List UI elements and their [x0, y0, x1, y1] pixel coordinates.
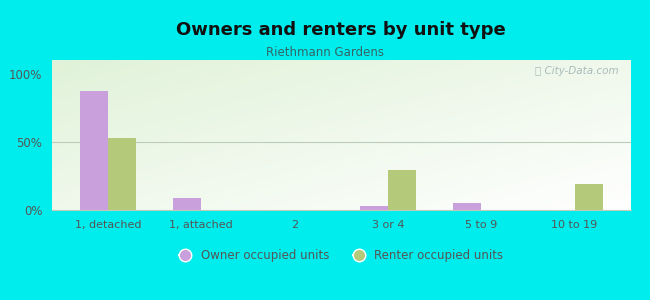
Bar [80, 92, 108, 210]
Bar [575, 184, 603, 210]
Bar [108, 138, 136, 210]
Bar [388, 170, 416, 210]
Text: ⓘ City-Data.com: ⓘ City-Data.com [536, 66, 619, 76]
Legend: Owner occupied units, Renter occupied units: Owner occupied units, Renter occupied un… [175, 245, 508, 267]
Title: Owners and renters by unit type: Owners and renters by unit type [176, 21, 506, 39]
Bar [453, 203, 481, 210]
Text: Riethmann Gardens: Riethmann Gardens [266, 46, 384, 59]
Bar [360, 206, 388, 210]
Bar [174, 198, 202, 210]
